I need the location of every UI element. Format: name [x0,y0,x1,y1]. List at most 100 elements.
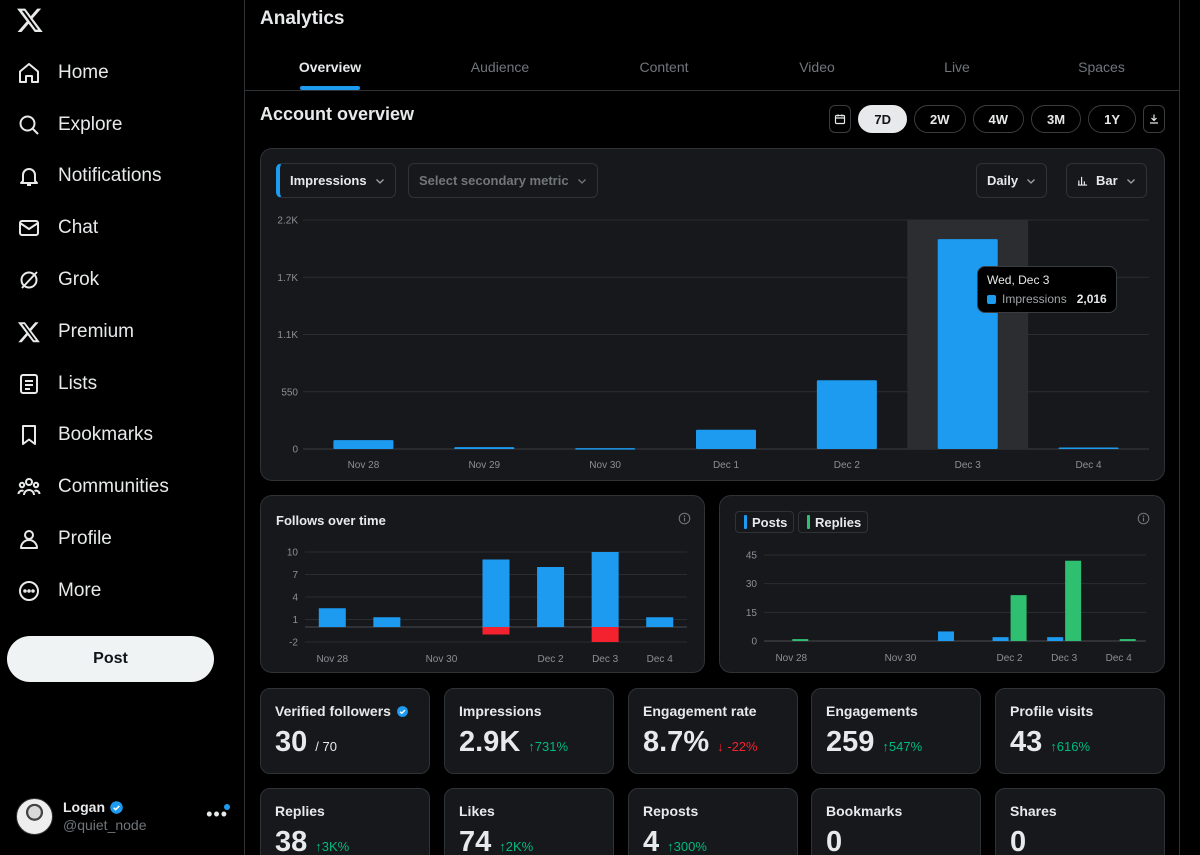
primary-metric-dropdown[interactable]: Impressions [276,163,396,198]
bar-impressions [454,447,515,449]
nav-item-bookmarks[interactable]: Bookmarks [0,410,245,462]
legend-replies[interactable]: Replies [798,511,869,533]
nav-label: Bookmarks [58,424,154,446]
x-tick-label: Nov 30 [885,653,917,664]
secondary-metric-dropdown[interactable]: Select secondary metric [408,163,598,198]
nav-label: Home [58,61,109,83]
nav-item-chat[interactable]: Chat [0,202,245,254]
range-2w[interactable]: 2W [914,105,966,133]
stat-label: Shares [1010,803,1057,819]
search-icon [19,115,39,135]
sidebar: Home Explore Notifications Chat Grok Pre… [0,0,245,855]
y-tick-label: 10 [287,548,299,559]
x-tick-label: Nov 30 [426,654,458,665]
info-icon[interactable] [1137,512,1150,525]
range-4w[interactable]: 4W [972,105,1025,133]
stat-label: Engagements [826,703,918,719]
stat-label: Bookmarks [826,803,903,819]
y-tick-label: -2 [289,638,298,649]
post-button[interactable]: Post [7,636,214,682]
nav-item-lists[interactable]: Lists [0,358,245,410]
stat-verified-followers[interactable]: Verified followers 30 / 70 [260,688,430,774]
stat-delta: 2K% [505,839,534,854]
x-tick-label: Dec 4 [647,654,674,665]
tab-live[interactable]: Live [944,59,970,75]
nav-item-profile[interactable]: Profile [0,513,245,565]
stat-profile-visits[interactable]: Profile visits 43 ↑616% [995,688,1165,774]
tab-video[interactable]: Video [799,59,835,75]
nav-item-grok[interactable]: Grok [0,254,245,306]
range-1y[interactable]: 1Y [1088,105,1136,133]
stat-engagements[interactable]: Engagements 259 ↑547% [811,688,981,774]
nav-label: More [58,579,102,601]
interval-dropdown[interactable]: Daily [976,163,1048,198]
stat-label: Reposts [643,803,699,819]
chevron-down-icon [1027,178,1036,184]
bar-follows-lost [591,627,619,642]
nav-item-premium[interactable]: Premium [0,306,245,358]
y-tick-label: 0 [292,445,298,456]
download-button[interactable] [1143,105,1165,133]
secondary-metric-placeholder: Select secondary metric [419,173,569,188]
stat-replies[interactable]: Replies 38 ↑3K% [260,788,430,855]
arrow-down-icon: ↓ [717,739,724,754]
legend-posts[interactable]: Posts [735,511,795,533]
range-3m[interactable]: 3M [1031,105,1082,133]
tab-overview[interactable]: Overview [245,48,415,90]
tab-spaces[interactable]: Spaces [1078,59,1125,75]
stat-delta: 547% [888,739,923,754]
nav-label: Premium [58,320,135,342]
chart-type-dropdown[interactable]: Bar [1066,163,1147,198]
stat-likes[interactable]: Likes 74 ↑2K% [444,788,614,855]
nav-item-home[interactable]: Home [0,47,245,99]
bar-replies [1010,595,1027,641]
calendar-button[interactable] [829,105,852,133]
stat-value: 8.7% [643,726,710,758]
stat-label: Profile visits [1010,703,1094,719]
x-tick-label: Dec 1 [713,460,740,471]
stat-value: 30 [275,726,308,758]
info-icon[interactable] [678,512,691,525]
nav-item-notifications[interactable]: Notifications [0,151,245,203]
bar-follows-gained [373,617,401,627]
tab-audience[interactable]: Audience [470,59,530,75]
nav-item-more[interactable]: More [0,565,245,617]
stat-engagement-rate[interactable]: Engagement rate 8.7% ↓ -22% [628,688,798,774]
y-tick-label: 1.1K [277,330,298,341]
nav-list: Home Explore Notifications Chat Grok Pre… [0,47,245,617]
impressions-chart-card: Impressions Select secondary metric Dail… [260,148,1165,481]
legend-swatch [807,515,810,529]
bar-replies [1065,560,1082,641]
bar-replies [792,639,809,641]
range-7d[interactable]: 7D [858,105,908,133]
stat-shares[interactable]: Shares 0 [995,788,1165,855]
stat-bookmarks[interactable]: Bookmarks 0 [811,788,981,855]
stat-label: Impressions [459,703,542,719]
stat-impressions[interactable]: Impressions 2.9K ↑731% [444,688,614,774]
bar-impressions [333,440,394,449]
y-tick-label: 1 [292,615,298,626]
stat-delta: -22% [727,739,758,754]
nav-item-explore[interactable]: Explore [0,99,245,151]
bell-icon [20,168,38,187]
legend-swatch [744,515,747,529]
account-switcher[interactable]: Logan @quiet_node ••• [16,796,236,836]
x-logo-icon[interactable] [16,6,44,34]
tooltip-value: 2,016 [1076,292,1107,306]
tab-content[interactable]: Content [639,59,689,75]
chevron-down-icon [375,178,384,184]
posts-replies-chart-card: Posts Replies 0 15 30 45 Nov 28 Nov 30 Dec 2 De… [719,495,1165,673]
notification-dot [224,804,230,810]
nav-item-communities[interactable]: Communities [0,461,245,513]
grok-icon [20,271,38,289]
more-horizontal-icon[interactable]: ••• [206,804,228,824]
communities-icon [17,478,41,496]
follows-title: Follows over time [276,513,386,528]
stat-value: 2.9K [459,726,521,758]
nav-label: Profile [58,528,112,550]
stat-reposts[interactable]: Reposts 4 ↑300% [628,788,798,855]
stat-value: 38 [275,826,308,855]
bar-follows-gained [591,552,619,627]
bar-replies [1119,639,1136,641]
arrow-up-icon: ↑ [1050,739,1057,754]
